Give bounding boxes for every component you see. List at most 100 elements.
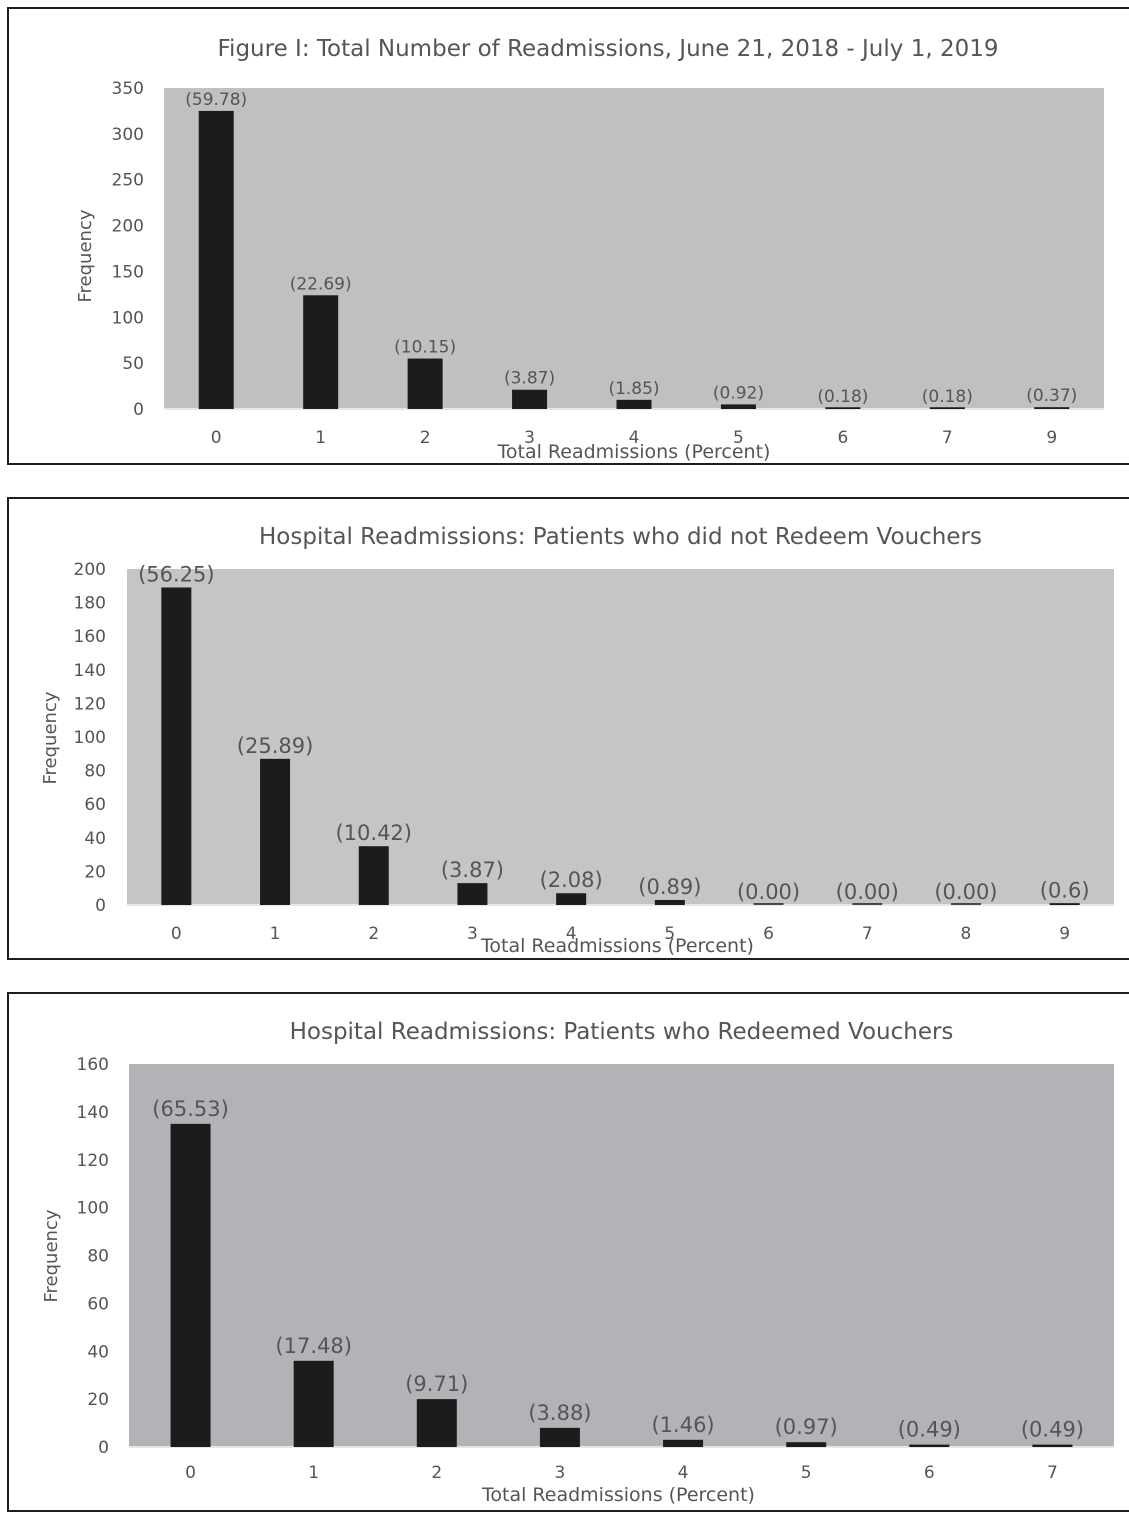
bar [161, 587, 192, 905]
data-label: (25.89) [237, 734, 314, 758]
y-tick-label: 250 [112, 171, 144, 191]
y-tick-label: 140 [74, 661, 106, 681]
x-tick-label: 0 [185, 1463, 196, 1483]
data-label: (0.00) [737, 880, 800, 904]
y-tick-label: 200 [74, 560, 106, 580]
y-axis-title: Frequency [75, 209, 96, 302]
chart-title: Hospital Readmissions: Patients who Rede… [290, 1019, 954, 1045]
bar [198, 110, 234, 409]
bar [539, 1427, 580, 1447]
chart-title: Figure I: Total Number of Readmissions, … [218, 36, 999, 62]
x-axis-title: Total Readmissions (Percent) [481, 1484, 755, 1506]
x-tick-label: 6 [924, 1463, 935, 1483]
x-tick-label: 1 [315, 428, 326, 448]
y-tick-label: 0 [133, 400, 144, 420]
x-tick-label: 0 [171, 924, 182, 944]
data-label: (17.48) [275, 1334, 352, 1358]
x-tick-label: 3 [467, 924, 478, 944]
data-label: (0.00) [836, 880, 899, 904]
y-tick-label: 140 [77, 1103, 109, 1123]
bar [556, 893, 587, 905]
y-tick-label: 20 [84, 862, 106, 882]
x-axis-title: Total Readmissions (Percent) [497, 441, 771, 463]
x-tick-label: 8 [961, 924, 972, 944]
y-tick-label: 80 [87, 1247, 109, 1267]
data-label: (2.08) [540, 868, 603, 892]
data-label: (1.85) [608, 379, 659, 399]
bar [616, 399, 652, 409]
data-label: (56.25) [138, 562, 215, 586]
x-tick-label: 1 [308, 1463, 319, 1483]
data-label: (1.46) [651, 1413, 714, 1437]
data-label: (3.87) [504, 369, 555, 389]
x-tick-label: 5 [664, 924, 675, 944]
x-tick-label: 7 [862, 924, 873, 944]
data-label: (0.6) [1040, 878, 1090, 902]
y-tick-label: 60 [84, 795, 106, 815]
data-label: (3.87) [441, 858, 504, 882]
x-tick-label: 2 [431, 1463, 442, 1483]
chart-svg: Hospital Readmissions: Patients who did … [40, 524, 1114, 957]
y-tick-label: 60 [87, 1294, 109, 1314]
x-tick-label: 3 [524, 428, 535, 448]
bar [654, 899, 685, 905]
x-tick-label: 7 [1047, 1463, 1058, 1483]
bar [720, 404, 756, 409]
data-label: (0.00) [934, 880, 997, 904]
data-label: (22.69) [290, 274, 352, 294]
y-tick-label: 160 [77, 1055, 109, 1075]
y-tick-label: 100 [77, 1199, 109, 1219]
y-tick-label: 120 [77, 1151, 109, 1171]
data-label: (9.71) [405, 1372, 468, 1396]
data-label: (0.89) [638, 875, 701, 899]
y-axis-title: Frequency [40, 691, 61, 784]
y-tick-label: 120 [74, 694, 106, 714]
bar [663, 1439, 704, 1447]
y-tick-label: 40 [84, 829, 106, 849]
data-label: (0.92) [713, 383, 764, 403]
chart-panel-not-redeemed: Hospital Readmissions: Patients who did … [7, 497, 1129, 960]
data-label: (10.15) [394, 338, 456, 358]
y-tick-label: 160 [74, 627, 106, 647]
y-tick-label: 150 [112, 262, 144, 282]
data-label: (0.37) [1026, 386, 1077, 406]
x-tick-label: 4 [629, 428, 640, 448]
y-tick-label: 80 [84, 762, 106, 782]
bar [260, 758, 291, 905]
data-label: (0.49) [898, 1418, 961, 1442]
x-tick-label: 6 [763, 924, 774, 944]
y-tick-label: 350 [112, 79, 144, 99]
x-tick-label: 2 [420, 428, 431, 448]
y-tick-label: 100 [74, 728, 106, 748]
bar [457, 883, 488, 905]
bar [1034, 407, 1070, 409]
y-tick-label: 0 [95, 896, 106, 916]
chart-svg: Hospital Readmissions: Patients who Rede… [41, 1019, 1114, 1506]
bar [786, 1442, 827, 1447]
y-tick-label: 0 [98, 1438, 109, 1458]
x-axis-title: Total Readmissions (Percent) [480, 935, 754, 957]
data-label: (3.88) [528, 1401, 591, 1425]
x-tick-label: 0 [211, 428, 222, 448]
y-tick-label: 200 [112, 217, 144, 237]
bar [170, 1123, 211, 1447]
data-label: (59.78) [185, 90, 247, 110]
y-tick-label: 20 [87, 1390, 109, 1410]
x-tick-label: 9 [1059, 924, 1070, 944]
y-tick-label: 40 [87, 1342, 109, 1362]
bar [303, 295, 339, 409]
plot-area [127, 569, 1114, 905]
chart-svg: Figure I: Total Number of Readmissions, … [75, 36, 1104, 463]
bar [512, 389, 548, 409]
y-axis-title: Frequency [41, 1209, 62, 1302]
data-label: (0.18) [817, 387, 868, 407]
x-tick-label: 9 [1046, 428, 1057, 448]
x-tick-label: 1 [270, 924, 281, 944]
x-tick-label: 7 [942, 428, 953, 448]
chart-panel-redeemed: Hospital Readmissions: Patients who Rede… [7, 992, 1129, 1512]
y-tick-label: 50 [122, 354, 144, 374]
y-tick-label: 100 [112, 308, 144, 328]
x-tick-label: 4 [678, 1463, 689, 1483]
data-label: (0.97) [775, 1415, 838, 1439]
x-tick-label: 5 [801, 1463, 812, 1483]
